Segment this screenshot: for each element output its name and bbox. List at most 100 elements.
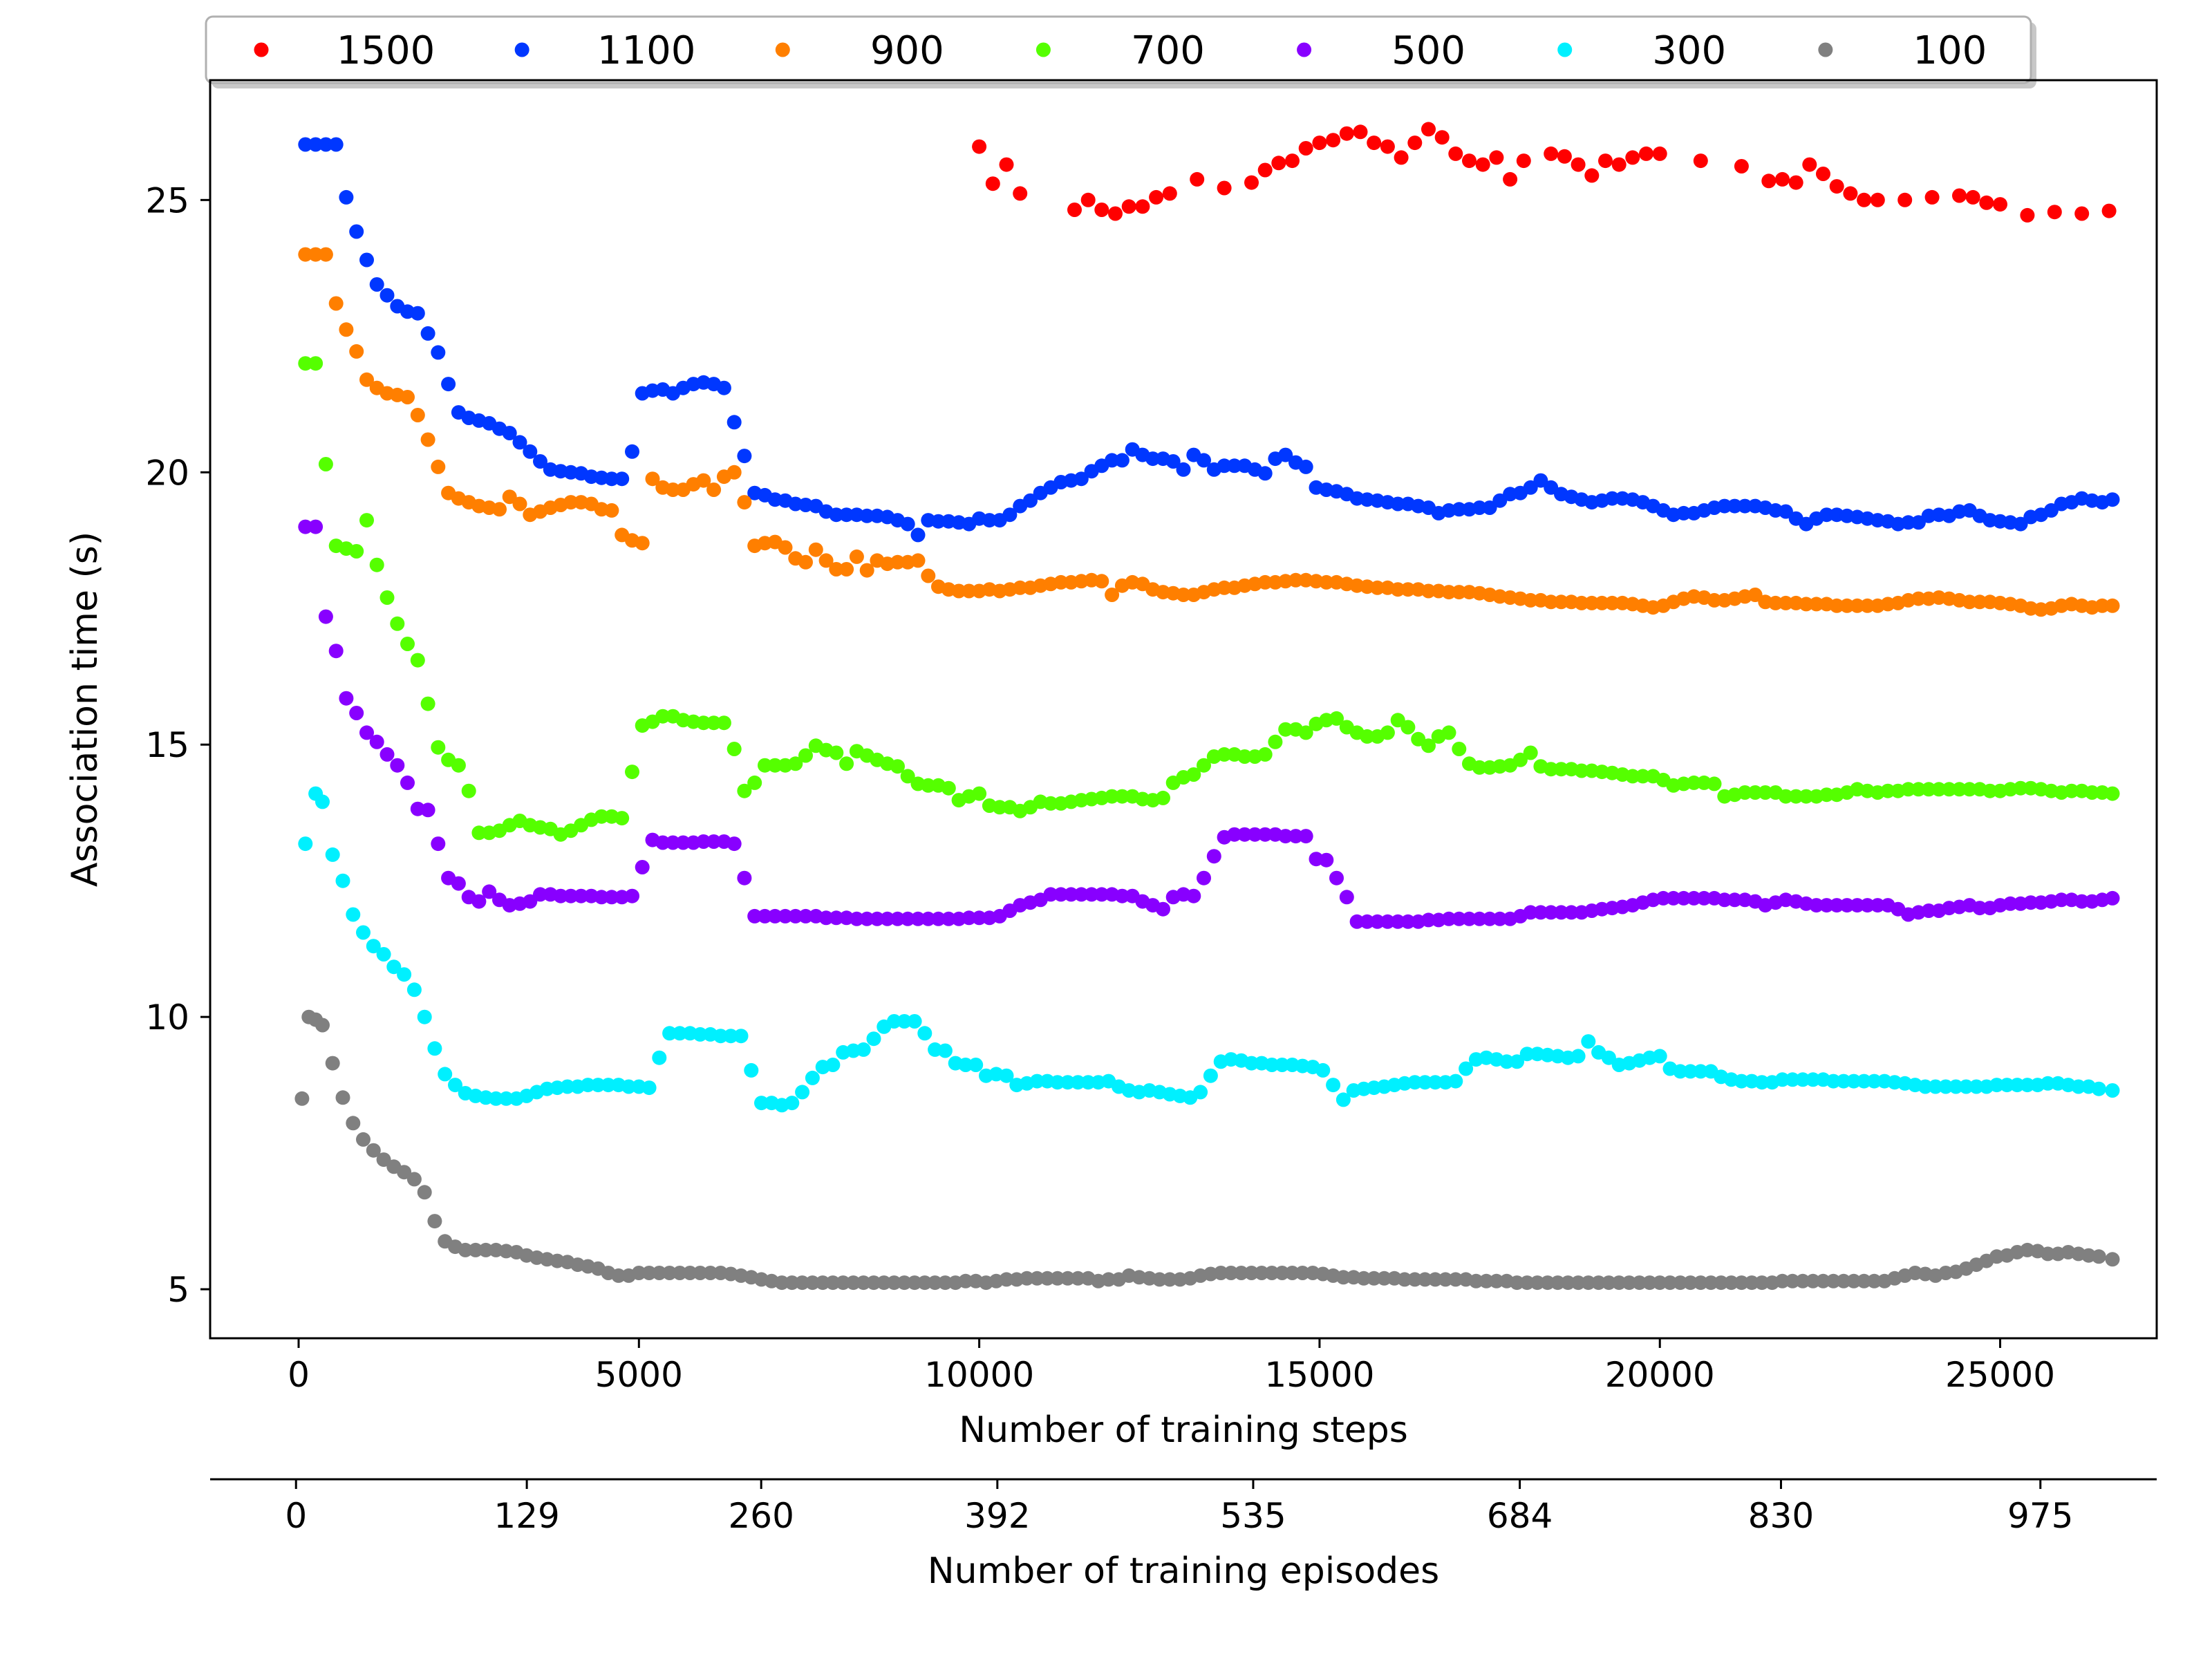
data-point [1312,135,1327,151]
data-point [696,473,711,488]
data-point [523,444,538,459]
data-point [451,758,466,773]
data-point [1727,498,1742,514]
series-900 [298,247,2120,617]
data-point [1370,914,1385,929]
data-point [420,803,435,818]
data-point [1421,583,1436,599]
data-point [1958,1079,1974,1094]
data-point [451,876,466,891]
legend-marker [514,42,529,57]
data-point [1652,146,1667,161]
x-tick-label: 15000 [1264,1355,1374,1395]
data-point [1584,168,1600,183]
data-point [1952,782,1967,797]
data-point [1632,1275,1647,1291]
data-point [890,911,905,926]
data-point [1581,1275,1596,1291]
legend-marker [1818,42,1833,57]
data-point [1983,783,1998,798]
data-point [662,1026,677,1041]
data-point [1693,1275,1708,1291]
data-point [1656,890,1671,906]
data-point [1727,892,1742,908]
data-point [1213,1266,1228,1280]
data-point [1482,911,1497,926]
data-point [1574,763,1589,778]
data-point [1601,1275,1616,1291]
data-point [1397,1272,1412,1287]
data-point [727,742,742,756]
x-tick-label: 20000 [1605,1355,1715,1395]
data-point [339,691,354,706]
data-point [1060,1271,1076,1286]
data-point [1094,574,1109,589]
x-tick-label: 0 [288,1355,310,1395]
data-point [1639,146,1653,161]
data-point [1108,206,1123,221]
data-point [1067,203,1082,217]
data-point [937,1275,953,1291]
data-point [666,482,680,497]
data-point [706,834,722,849]
data-point [890,759,905,774]
data-point [931,911,946,926]
data-point [1544,146,1559,161]
data-point [1013,580,1028,595]
data-point [369,734,384,749]
data-point [1557,149,1572,164]
data-point [1554,762,1568,777]
data-point [859,508,874,523]
data-point [1257,574,1273,590]
data-point [523,894,538,909]
data-point [716,715,731,731]
data-point [839,756,854,771]
data-point [1965,189,1980,205]
data-point [829,507,844,523]
data-point [798,748,813,763]
data-point [1799,789,1814,804]
data-point [1050,1271,1065,1286]
data-point [594,890,609,905]
data-point [1060,1075,1076,1090]
data-point [1380,914,1395,929]
data-point [410,653,425,668]
legend-marker [254,42,269,57]
data-point [931,514,946,529]
data-point [2105,890,2120,906]
data-point [2013,516,2028,532]
data-point [1186,888,1201,903]
data-point [1860,598,1875,613]
data-point [441,377,456,392]
data-point [2074,206,2090,221]
data-point [1860,898,1875,913]
data-point [1870,192,1885,207]
data-point [1472,500,1487,515]
y-tick-label: 10 [145,997,189,1038]
data-point [1064,887,1078,902]
data-point [1080,192,1096,207]
data-point [1468,1273,1483,1288]
data-point [1084,887,1099,902]
data-point [590,1078,606,1093]
data-point [1523,592,1538,608]
data-point [1693,153,1708,169]
data-point [859,563,874,578]
data-point [1244,1266,1259,1280]
data-point [1571,157,1586,172]
data-point [1074,471,1089,487]
data-point [992,800,1007,815]
data-point [427,1214,442,1229]
series-500 [298,519,2120,929]
data-point [315,794,330,809]
data-point [1554,594,1568,610]
data-point [1687,775,1701,790]
data-point [1564,905,1579,920]
data-point [1319,574,1334,590]
data-point [1448,146,1463,161]
data-point [478,1242,494,1257]
data-point [359,513,374,528]
data-point [1377,1271,1391,1286]
data-point [1441,911,1456,926]
data-point [502,426,517,440]
